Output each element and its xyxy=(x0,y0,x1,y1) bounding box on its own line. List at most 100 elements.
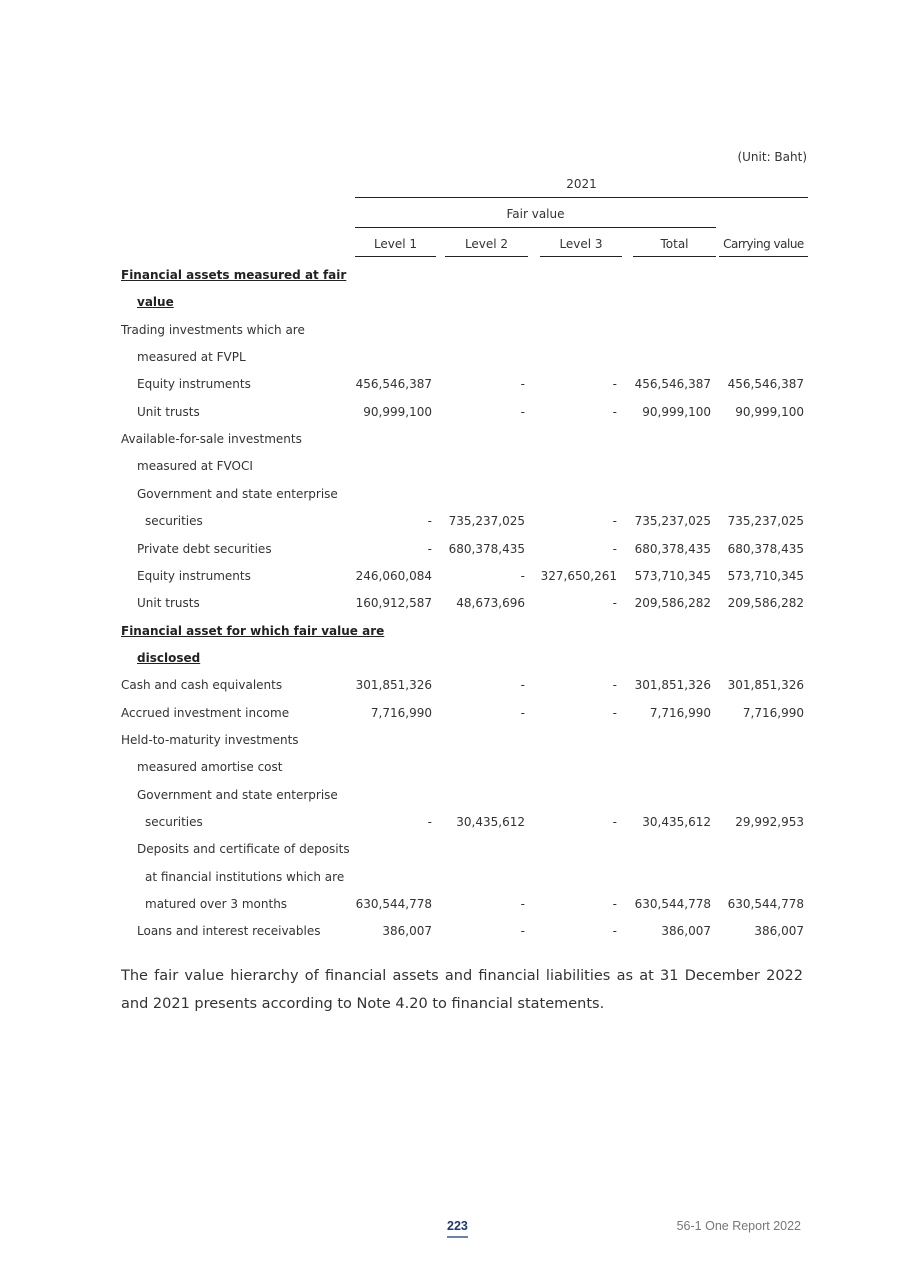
row-label: Held-to-maturity investments xyxy=(121,732,299,747)
row-label: measured at FVOCI xyxy=(137,459,253,474)
cell-value: - xyxy=(612,377,617,392)
fair-value-header: Fair value xyxy=(506,207,565,221)
cell-value: 630,544,778 xyxy=(355,897,432,912)
column-header: Level 1 xyxy=(373,237,418,251)
table-row: Unit trusts 90,999,100 - - 90,999,100 90,999,… xyxy=(0,399,906,426)
fair-value-rule xyxy=(355,227,716,228)
cell-value: 680,378,435 xyxy=(634,541,711,556)
table-row: measured at FVPL xyxy=(0,344,906,371)
table-row: Equity instruments 246,060,084 -327,650,26… xyxy=(0,563,906,590)
row-label: measured at FVPL xyxy=(137,350,246,365)
cell-value: 735,237,025 xyxy=(448,514,525,529)
table-row: securities - 30,435,612 - 30,435,612 29,992,9… xyxy=(0,809,906,836)
cell-value: 573,710,345 xyxy=(727,568,804,583)
cell-value: - xyxy=(612,924,617,939)
cell-value: - xyxy=(520,705,525,720)
cell-value: 7,716,990 xyxy=(742,705,804,720)
cell-value: 327,650,261 xyxy=(540,568,617,583)
table-row: measured amortise cost xyxy=(0,754,906,781)
section-heading: value xyxy=(137,295,174,310)
cell-value: 246,060,084 xyxy=(355,568,432,583)
row-label: Accrued investment income xyxy=(121,705,290,720)
cell-value: 301,851,326 xyxy=(634,678,711,693)
section-heading: disclosed xyxy=(137,650,201,665)
cell-value: 7,716,990 xyxy=(370,705,432,720)
cell-value: - xyxy=(427,514,432,529)
cell-value: - xyxy=(520,404,525,419)
row-label: Unit trusts xyxy=(137,596,200,611)
column-header: Carrying value xyxy=(723,237,804,251)
cell-value: 301,851,326 xyxy=(355,678,432,693)
table-row: Available-for-sale investments xyxy=(0,426,906,453)
cell-value: - xyxy=(612,596,617,611)
table-row: Financial assets measured at fair xyxy=(0,262,906,289)
row-label: Private debt securities xyxy=(137,541,272,556)
year-rule xyxy=(355,197,808,198)
row-label: Trading investments which are xyxy=(121,322,305,337)
section-heading: Financial assets measured at fair xyxy=(121,268,347,282)
row-label: Government and state enterprise xyxy=(137,787,338,802)
column-header: Level 2 xyxy=(464,237,509,251)
column-header: Level 3 xyxy=(559,237,603,251)
cell-value: 30,435,612 xyxy=(642,815,711,829)
row-label: securities xyxy=(145,514,203,529)
cell-value: - xyxy=(520,897,525,912)
table-row: Financial asset for which fair value are xyxy=(0,618,906,645)
row-label: Government and state enterprise xyxy=(137,486,338,501)
cell-value: - xyxy=(520,568,525,583)
cell-value: 680,378,435 xyxy=(727,541,804,556)
page-number: 223 xyxy=(447,1219,468,1233)
column-header-rule xyxy=(355,256,436,257)
row-label: matured over 3 months xyxy=(145,897,288,912)
unit-label: (Unit: Baht) xyxy=(737,150,807,164)
table-row: disclosed xyxy=(0,645,906,672)
table-row: Government and state enterprise xyxy=(0,481,906,508)
cell-value: 630,544,778 xyxy=(634,897,711,912)
cell-value: 7,716,990 xyxy=(649,705,711,720)
table-row: matured over 3 months 630,544,778 - - 630,54… xyxy=(0,891,906,918)
cell-value: 680,378,435 xyxy=(448,541,525,556)
cell-value: 735,237,025 xyxy=(634,514,711,529)
row-label: Equity instruments xyxy=(137,377,251,392)
cell-value: 386,007 xyxy=(754,924,804,939)
cell-value: 301,851,326 xyxy=(727,678,804,693)
cell-value: - xyxy=(612,678,617,693)
cell-value: - xyxy=(612,705,617,720)
cell-value: - xyxy=(612,815,617,829)
column-header: Total xyxy=(660,237,689,251)
cell-value: 90,999,100 xyxy=(735,404,804,419)
cell-value: - xyxy=(612,897,617,912)
table-row: Deposits and certificate of deposits xyxy=(0,836,906,863)
section-heading: Financial asset for which fair value are xyxy=(121,623,385,638)
cell-value: - xyxy=(427,541,432,556)
cell-value: 90,999,100 xyxy=(363,404,432,419)
column-header-rule xyxy=(719,256,808,257)
row-label: Loans and interest receivables xyxy=(137,924,321,939)
table-row: securities - 735,237,025 - 735,237,025 735,23… xyxy=(0,508,906,535)
cell-value: 90,999,100 xyxy=(642,404,711,419)
cell-value: 160,912,587 xyxy=(355,596,432,611)
row-label: measured amortise cost xyxy=(137,760,283,775)
cell-value: 456,546,387 xyxy=(727,377,804,392)
cell-value: - xyxy=(520,678,525,693)
table-row: Unit trusts 160,912,587 48,673,696 - 209,586… xyxy=(0,590,906,617)
cell-value: 456,546,387 xyxy=(355,377,432,392)
column-header-rule xyxy=(540,256,622,257)
report-title: 56-1 One Report 2022 xyxy=(676,1219,801,1233)
cell-value: - xyxy=(520,377,525,392)
cell-value: 456,546,387 xyxy=(634,377,711,392)
cell-value: 573,710,345 xyxy=(634,568,711,583)
table-row: Government and state enterprise xyxy=(0,782,906,809)
row-label: Available-for-sale investments xyxy=(121,432,302,447)
cell-value: 735,237,025 xyxy=(727,514,804,529)
cell-value: - xyxy=(612,541,617,556)
table-row: Held-to-maturity investments xyxy=(0,727,906,754)
cell-value: 48,673,696 xyxy=(456,596,525,611)
cell-value: - xyxy=(427,815,432,829)
cell-value: 630,544,778 xyxy=(727,897,804,912)
table-row: Accrued investment income 7,716,990 - - 7,71… xyxy=(0,700,906,727)
cell-value: - xyxy=(520,924,525,939)
table-row: Trading investments which are xyxy=(0,317,906,344)
page-number-underline xyxy=(447,1236,468,1238)
row-label: at financial institutions which are xyxy=(145,869,345,884)
